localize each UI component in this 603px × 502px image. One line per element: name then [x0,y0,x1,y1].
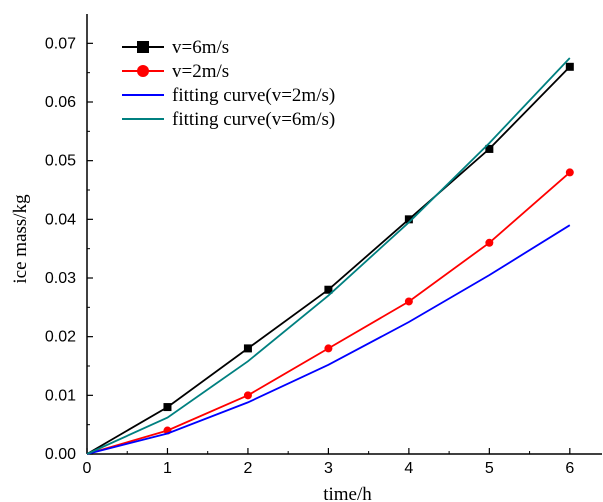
x-tick-label: 5 [485,460,494,477]
y-axis-title: ice mass/kg [10,194,31,284]
legend-item-1: v=2m/s [122,61,229,82]
series-line [86,57,571,455]
legend: v=6m/s v=2m/s fitting curve(v=2m/s) fitting… [122,37,335,130]
legend-swatch-marker [137,41,149,53]
y-tick-label: 0.03 [45,270,76,287]
data-point [565,168,574,177]
y-tick-label: 0.05 [45,153,76,170]
data-point [485,238,494,247]
legend-label: fitting curve(v=6m/s) [172,109,335,130]
data-point [324,344,333,353]
data-point [404,215,413,224]
data-point [565,62,574,71]
x-tick-label: 4 [404,460,413,477]
legend-label: v=6m/s [172,37,229,58]
data-point [163,403,172,412]
series-0 [86,62,574,455]
data-point [404,297,413,306]
data-point [324,285,333,294]
legend-label: fitting curve(v=2m/s) [172,85,335,106]
data-point [485,144,494,153]
series-layer [86,57,574,455]
x-tick-label: 0 [83,460,92,477]
legend-swatch-marker [137,65,149,77]
series-3 [86,57,571,455]
x-tick-label: 1 [163,460,172,477]
y-tick-label: 0.01 [45,387,76,404]
x-tick-label: 3 [324,460,333,477]
x-axis-title: time/h [323,484,372,502]
y-tick-label: 0.00 [45,446,76,463]
legend-label: v=2m/s [172,61,229,82]
y-tick-label: 0.04 [45,211,76,228]
axes: 0 1 2 3 4 5 6 0.00 0.01 0.02 0.03 0.04 0.05 0.06 0.07 [45,14,602,477]
x-tick-label: 2 [243,460,252,477]
legend-item-2: fitting curve(v=2m/s) [122,85,335,106]
x-tick-label: 6 [565,460,574,477]
data-point [243,391,252,400]
y-tick-label: 0.02 [45,329,76,346]
y-tick-label: 0.06 [45,94,76,111]
legend-item-3: fitting curve(v=6m/s) [122,109,335,130]
series-line [86,224,571,455]
y-tick-label: 0.07 [45,35,76,52]
legend-item-0: v=6m/s [122,37,229,58]
series-2 [86,224,571,455]
data-point [243,344,252,353]
series-1 [86,168,574,455]
